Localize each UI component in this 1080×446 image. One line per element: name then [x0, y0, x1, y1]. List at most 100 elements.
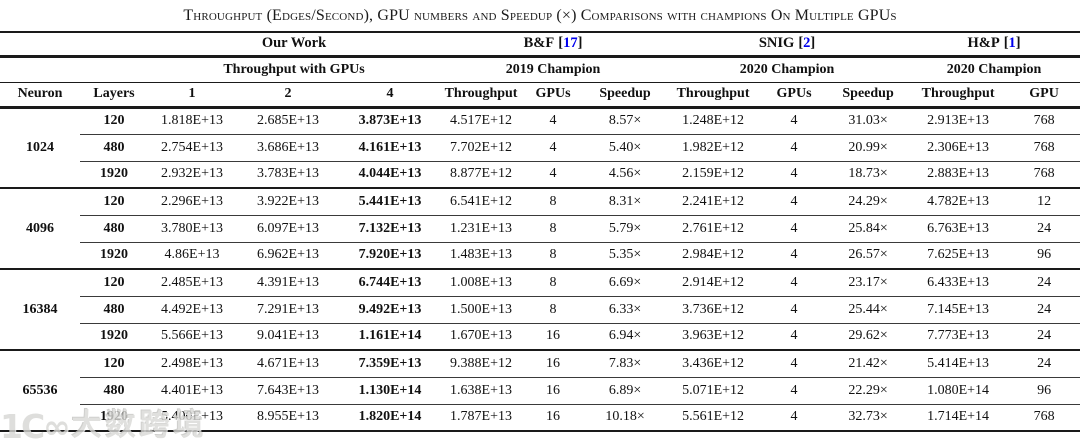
data-cell: 2.306E+13: [908, 133, 1009, 161]
data-cell: 26.57×: [828, 241, 909, 269]
data-cell: 8: [522, 295, 585, 323]
citation-link[interactable]: 1: [1008, 35, 1016, 52]
data-cell: 1.130E+14: [340, 376, 441, 404]
data-cell: 23.17×: [828, 268, 909, 296]
table-row: 1920 5.566E+13 9.041E+13 1.161E+14 1.670E+13…: [0, 322, 1080, 350]
group-header-our-work: Our Work: [148, 32, 441, 58]
comparison-table: Our Work B&F [17] SNIG [2] H&P [1] Throughp…: [0, 31, 1080, 432]
data-cell: 768: [1008, 133, 1080, 161]
data-cell: 3.922E+13: [236, 187, 340, 215]
data-cell: 2.883E+13: [908, 160, 1009, 188]
data-cell: 16: [522, 349, 585, 377]
group-header-bf: B&F [17]: [440, 32, 667, 58]
data-cell: 4.492E+13: [148, 295, 236, 323]
data-cell: 24: [1008, 322, 1080, 350]
data-cell: 4: [760, 214, 829, 242]
data-cell: 6.744E+13: [340, 268, 441, 296]
data-cell: 5.441E+13: [340, 187, 441, 215]
col-header-snig-gpus: GPUs: [760, 82, 829, 109]
data-cell: 2.296E+13: [148, 187, 236, 215]
data-cell: 2.159E+12: [666, 160, 761, 188]
neuron-cell: 4096: [0, 187, 80, 269]
data-cell: 6.433E+13: [908, 268, 1009, 296]
data-cell: 5.400E+13: [148, 403, 236, 431]
data-cell: 1.638E+13: [440, 376, 523, 404]
data-cell: 31.03×: [848, 113, 888, 128]
bracket: [: [798, 35, 804, 52]
data-cell: 2.685E+13: [257, 113, 319, 128]
data-cell: 7.625E+13: [908, 241, 1009, 269]
group-name: B&F: [523, 35, 555, 52]
sub-header-row: Throughput with GPUs 2019 Champion 2020 …: [0, 56, 1080, 83]
layers-cell: 120: [80, 349, 148, 377]
data-cell: 16: [522, 403, 585, 431]
table-caption: Throughput (Edges/Second), GPU numbers a…: [183, 6, 897, 24]
data-cell: 4.517E+12: [450, 113, 512, 128]
bracket: [: [558, 35, 564, 52]
citation-link[interactable]: 17: [563, 35, 578, 52]
data-cell: 25.44×: [828, 295, 909, 323]
data-cell: 24.29×: [828, 187, 909, 215]
data-cell: 8: [522, 214, 585, 242]
data-cell: 4: [522, 133, 585, 161]
data-cell: 1.008E+13: [440, 268, 523, 296]
table-row: 480 4.492E+13 7.291E+13 9.492E+13 1.500E+13 8…: [0, 295, 1080, 323]
data-cell: 6.541E+12: [440, 187, 523, 215]
data-cell: 2.754E+13: [148, 133, 236, 161]
corner-spacer: [0, 32, 148, 58]
data-cell: 20.99×: [828, 133, 909, 161]
group-header-row: Our Work B&F [17] SNIG [2] H&P [1]: [0, 32, 1080, 58]
table-row: 480 2.754E+13 3.686E+13 4.161E+13 7.702E+12 4…: [0, 133, 1080, 161]
col-header-hp-gpu: GPU: [1008, 82, 1080, 109]
neuron-cell: 16384: [0, 268, 80, 350]
citation-link[interactable]: 2: [803, 35, 811, 52]
bracket: ]: [577, 35, 583, 52]
col-header-bf-gpus: GPUs: [522, 82, 585, 109]
data-cell: 1.483E+13: [440, 241, 523, 269]
layers-cell: 1920: [80, 322, 148, 350]
table-row: 1920 4.86E+13 6.962E+13 7.920E+13 1.483E+13 8…: [0, 241, 1080, 269]
data-cell: 1.231E+13: [440, 214, 523, 242]
data-cell: 7.773E+13: [908, 322, 1009, 350]
group-name: Our Work: [261, 35, 327, 52]
data-cell: 4: [760, 376, 829, 404]
data-cell: 6.763E+13: [908, 214, 1009, 242]
data-cell: 5.071E+12: [666, 376, 761, 404]
col-header-bf-speedup: Speedup: [584, 82, 667, 109]
table-row: 1920 2.932E+13 3.783E+13 4.044E+13 8.877E+12…: [0, 160, 1080, 188]
data-cell: 1.500E+13: [440, 295, 523, 323]
subheader-throughput-gpus: Throughput with GPUs: [148, 56, 441, 83]
citation: [2]: [798, 35, 815, 51]
data-cell: 24: [1008, 349, 1080, 377]
data-cell: 8.31×: [584, 187, 667, 215]
data-cell: 3.873E+13: [358, 113, 422, 128]
layers-cell: 480: [80, 295, 148, 323]
data-cell: 4: [760, 241, 829, 269]
data-cell: 768: [1033, 113, 1055, 128]
bracket: ]: [1015, 35, 1021, 52]
data-cell: 7.145E+13: [908, 295, 1009, 323]
data-cell: 2.984E+12: [666, 241, 761, 269]
data-cell: 6.33×: [584, 295, 667, 323]
data-cell: 3.686E+13: [236, 133, 340, 161]
data-cell: 22.29×: [828, 376, 909, 404]
group-header-snig: SNIG [2]: [666, 32, 909, 58]
data-cell: 4.401E+13: [148, 376, 236, 404]
data-cell: 32.73×: [828, 403, 909, 431]
data-cell: 5.35×: [584, 241, 667, 269]
citation: [17]: [558, 35, 582, 51]
data-cell: 7.702E+12: [440, 133, 523, 161]
data-cell: 96: [1008, 241, 1080, 269]
data-cell: 5.79×: [584, 214, 667, 242]
data-cell: 3.436E+12: [666, 349, 761, 377]
layers-cell: 1920: [80, 160, 148, 188]
col-header-2gpu: 2: [236, 82, 340, 109]
layers-cell: 120: [80, 187, 148, 215]
data-cell: 3.963E+12: [666, 322, 761, 350]
data-cell: 4.782E+13: [908, 187, 1009, 215]
data-cell: 6.962E+13: [236, 241, 340, 269]
data-cell: 2.485E+13: [148, 268, 236, 296]
data-cell: 4: [760, 133, 829, 161]
citation: [1]: [1004, 35, 1021, 51]
